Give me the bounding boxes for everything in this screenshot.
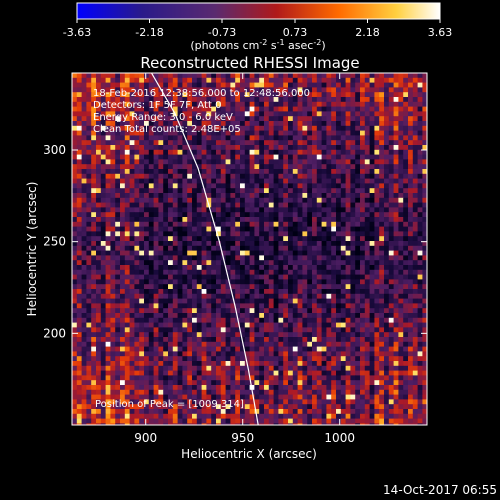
footer-timestamp: 14-Oct-2017 06:55 xyxy=(383,483,497,497)
x-axis-label: Heliocentric X (arcsec) xyxy=(181,447,317,461)
colorbar-tick-label: -3.63 xyxy=(63,26,91,39)
plot-frame xyxy=(71,72,428,426)
x-axis-ticks: 900 950 1000 xyxy=(134,73,355,445)
colorbar-tick-label: 2.18 xyxy=(355,26,380,39)
colorbar-tick-label: -2.18 xyxy=(135,26,163,39)
heatmap-image xyxy=(72,73,427,425)
colorbar-tick-label: 3.63 xyxy=(428,26,453,39)
y-axis-label: Heliocentric Y (arcsec) xyxy=(25,182,39,317)
colorbar-units: (photons cm-2 s-1 asec-2) xyxy=(190,38,325,52)
annotation-detectors: Detectors: 1F 5F 7F, Att 0 xyxy=(93,100,221,111)
y-axis-ticks: 200 250 300 xyxy=(43,143,427,340)
annotation-time-range: 18-Feb-2016 12:38:56.000 to 12:48:56.000 xyxy=(93,88,310,99)
colorbar xyxy=(76,2,441,20)
peak-position-label: Position of Peak = [1009,314] xyxy=(95,399,244,410)
y-tick-label: 300 xyxy=(43,143,66,157)
y-tick-label: 250 xyxy=(43,235,66,249)
chart-title: Reconstructed RHESSI Image xyxy=(140,54,359,72)
x-tick-label: 950 xyxy=(231,431,254,445)
colorbar-ticks: -3.63 -2.18 -0.73 0.73 2.18 3.63 xyxy=(63,19,452,39)
colorbar-tick-label: 0.73 xyxy=(283,26,308,39)
annotation-energy-range: Energy Range: 3.0 - 6.0 keV xyxy=(93,112,233,123)
solar-limb-curve xyxy=(150,73,259,425)
annotation-total-counts: Clean Total counts: 2.48E+05 xyxy=(93,124,241,135)
colorbar-tick-label: -0.73 xyxy=(208,26,236,39)
x-tick-label: 1000 xyxy=(324,431,355,445)
y-tick-label: 200 xyxy=(43,326,66,340)
x-tick-label: 900 xyxy=(134,431,157,445)
